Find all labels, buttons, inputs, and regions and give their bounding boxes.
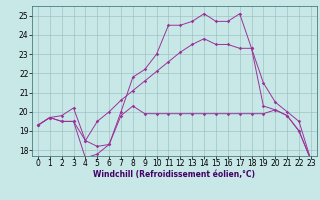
X-axis label: Windchill (Refroidissement éolien,°C): Windchill (Refroidissement éolien,°C) (93, 170, 255, 179)
